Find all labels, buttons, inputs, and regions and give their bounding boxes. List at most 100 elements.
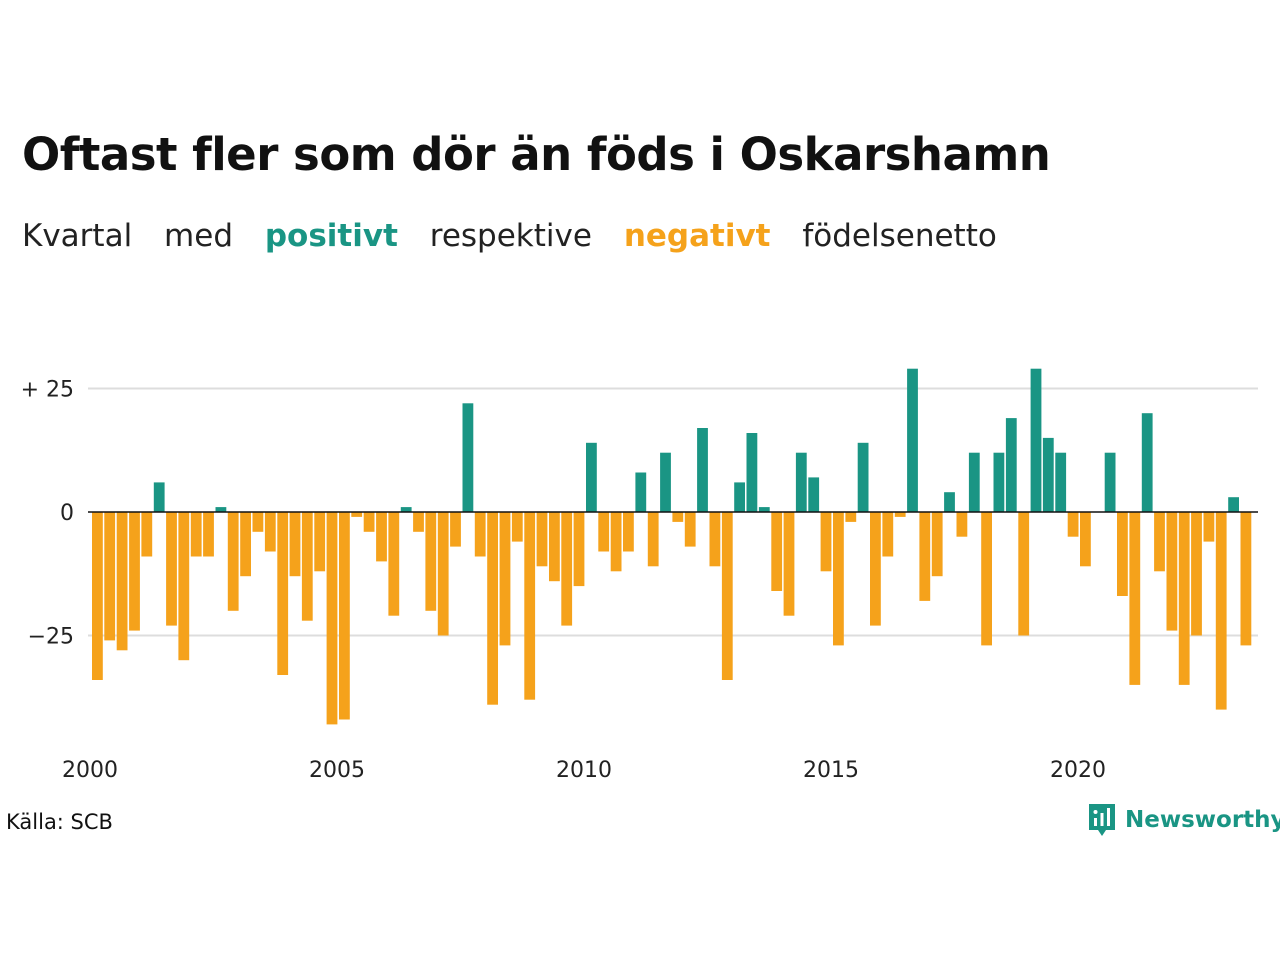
- bar: [215, 507, 227, 512]
- bar: [437, 512, 449, 636]
- bar: [511, 512, 523, 542]
- bar: [795, 452, 807, 512]
- bar: [1117, 512, 1128, 596]
- bar: [758, 507, 770, 512]
- bar: [586, 442, 597, 512]
- bar: [845, 512, 857, 522]
- bar: [709, 512, 721, 567]
- bar: [376, 512, 387, 562]
- bar: [1141, 413, 1153, 512]
- bar: [734, 482, 745, 512]
- bar: [264, 512, 276, 552]
- bar: [1030, 368, 1042, 512]
- bar: [1166, 512, 1178, 631]
- bar: [697, 428, 708, 512]
- bar: [1129, 512, 1141, 685]
- y-tick-label: + 25: [21, 378, 74, 403]
- bar: [1080, 512, 1091, 567]
- bar: [857, 442, 869, 512]
- bar: [1154, 512, 1165, 572]
- bar: [203, 512, 214, 557]
- bar: [1055, 452, 1067, 512]
- bar: [227, 512, 239, 611]
- bar: [882, 512, 894, 557]
- bar: [956, 512, 968, 537]
- subtitle-word: respektive: [429, 218, 592, 254]
- bar: [783, 512, 795, 616]
- bar: [894, 512, 906, 517]
- bar: [129, 512, 140, 631]
- bar: [1191, 512, 1202, 636]
- bar: [363, 512, 375, 532]
- bar: [981, 512, 992, 646]
- bar: [166, 512, 177, 626]
- x-tick-label: 2005: [309, 758, 365, 783]
- bar: [1215, 512, 1227, 710]
- bar: [450, 512, 461, 547]
- bar: [153, 482, 165, 512]
- bar: [487, 512, 498, 705]
- x-tick-label: 2020: [1050, 758, 1106, 783]
- bar: [339, 512, 350, 720]
- bar: [1203, 512, 1215, 542]
- bar: [1042, 437, 1054, 512]
- bar: [314, 512, 326, 572]
- bar: [944, 492, 955, 512]
- x-tick-label: 2010: [556, 758, 612, 783]
- bar: [301, 512, 313, 621]
- bar: [462, 403, 474, 512]
- bar: [684, 512, 696, 547]
- chart-title: Oftast fler som dör än föds i Oskarshamn: [22, 128, 1051, 181]
- subtitle-negative-label: negativt: [623, 218, 771, 254]
- bar: [252, 512, 264, 532]
- bar: [635, 472, 647, 512]
- brand-name: Newsworthy: [1125, 807, 1280, 833]
- bar: [536, 512, 548, 567]
- bar: [1005, 418, 1017, 512]
- bar: [474, 512, 486, 557]
- bar: [561, 512, 573, 626]
- bar: [820, 512, 832, 572]
- subtitle-positive-label: positivt: [264, 218, 398, 254]
- bar: [141, 512, 153, 557]
- bar: [993, 452, 1005, 512]
- subtitle-word: med: [164, 218, 233, 254]
- bar: [499, 512, 511, 646]
- bar: [1067, 512, 1079, 537]
- bar: [660, 452, 671, 512]
- brand-logo: Newsworthy: [1087, 802, 1280, 838]
- bar: [931, 512, 943, 577]
- bar: [524, 512, 536, 700]
- bar: [178, 512, 190, 661]
- bar: [1228, 497, 1239, 512]
- bar: [623, 512, 634, 552]
- bar: [808, 477, 820, 512]
- bar-chart: + 25 0 −25 2000 2005 2010 2015 2020: [21, 368, 1258, 783]
- bar: [104, 512, 116, 641]
- bar: [647, 512, 659, 567]
- chart-subtitle: Kvartal med positivt respektive negativt…: [22, 218, 1019, 254]
- bar: [425, 512, 437, 611]
- bar: [388, 512, 400, 616]
- bar: [190, 512, 202, 557]
- bar: [277, 512, 289, 675]
- bar: [672, 512, 684, 522]
- bar: [968, 452, 980, 512]
- bar-chart-speech-bubble-icon: [1089, 804, 1115, 836]
- bar: [413, 512, 424, 532]
- source-note: Källa: SCB: [6, 810, 113, 834]
- bar: [598, 512, 610, 552]
- bar: [289, 512, 301, 577]
- bar: [610, 512, 622, 572]
- bar: [870, 512, 881, 626]
- x-tick-label: 2000: [62, 758, 118, 783]
- bar: [919, 512, 931, 601]
- bar: [326, 512, 338, 725]
- y-tick-label: −25: [28, 625, 74, 650]
- x-tick-label: 2015: [803, 758, 859, 783]
- bar: [549, 512, 560, 582]
- bar: [1240, 512, 1252, 646]
- bar: [116, 512, 128, 651]
- bar: [1178, 512, 1190, 685]
- bar: [833, 512, 844, 646]
